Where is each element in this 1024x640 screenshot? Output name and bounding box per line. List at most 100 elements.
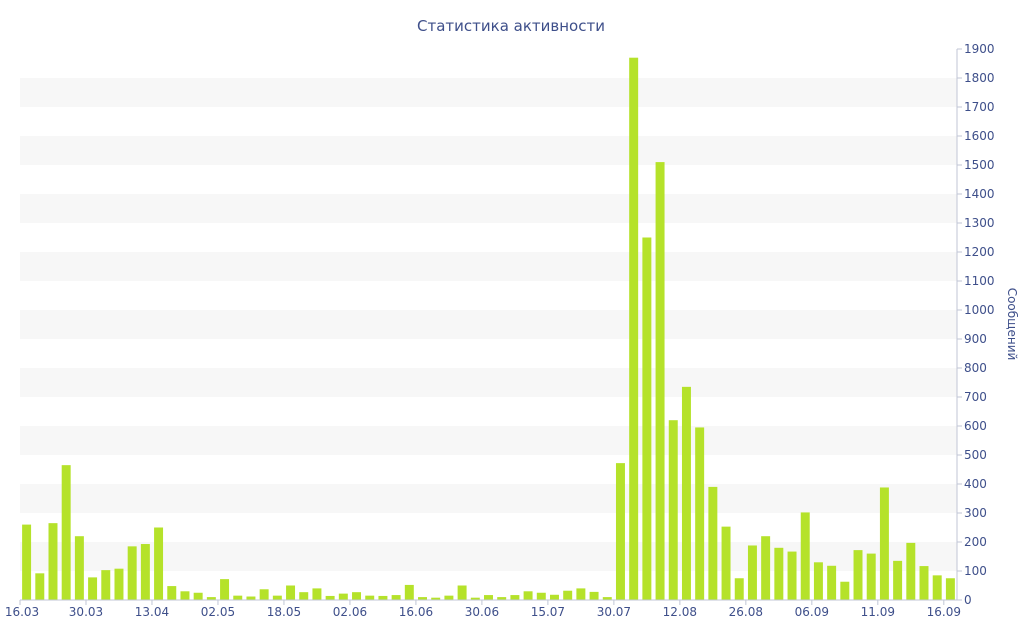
bar <box>48 523 58 600</box>
grid-band <box>20 426 957 455</box>
grid-band <box>20 252 957 281</box>
bar <box>893 560 903 600</box>
grid-band <box>20 368 957 397</box>
bar <box>945 578 955 600</box>
bar <box>444 595 454 600</box>
bar <box>312 588 322 600</box>
y-tick-label: 600 <box>964 419 987 433</box>
bar <box>457 585 467 600</box>
bar <box>681 386 691 600</box>
bar <box>484 595 493 600</box>
y-tick-label: 1000 <box>964 303 995 317</box>
y-tick-label: 800 <box>964 361 987 375</box>
bar <box>470 597 480 600</box>
bar <box>299 592 309 600</box>
bar <box>338 593 348 600</box>
bar <box>932 575 942 600</box>
y-tick-label: 300 <box>964 506 987 520</box>
bar <box>220 579 230 600</box>
bar <box>787 551 797 600</box>
bar <box>378 595 388 600</box>
bar <box>866 553 876 600</box>
bar <box>180 591 190 600</box>
x-tick-label: 11.09 <box>861 605 895 619</box>
y-tick-label: 1800 <box>964 71 995 85</box>
bar <box>127 546 137 600</box>
bar <box>418 597 427 600</box>
bar <box>246 596 256 600</box>
grid-band <box>20 194 957 223</box>
y-tick-label: 1300 <box>964 216 995 230</box>
bar <box>286 585 296 600</box>
bars <box>22 57 955 600</box>
x-tick-label: 06.09 <box>795 605 829 619</box>
grid-bands <box>20 78 957 571</box>
y-tick-label: 1500 <box>964 158 995 172</box>
bar <box>642 237 652 600</box>
bar <box>708 486 718 600</box>
bar <box>167 586 177 600</box>
bar <box>853 550 863 600</box>
bar <box>655 162 665 600</box>
y-tick-label: 400 <box>964 477 987 491</box>
bar <box>510 595 520 600</box>
bar <box>22 524 32 600</box>
x-tick-label: 16.09 <box>927 605 961 619</box>
bar <box>154 527 164 600</box>
bar <box>391 595 401 600</box>
y-tick-label: 1200 <box>964 245 995 259</box>
bar <box>431 597 441 600</box>
bar <box>721 526 731 600</box>
x-tick-label: 13.04 <box>135 605 169 619</box>
bar <box>589 591 599 600</box>
x-tick-label: 30.07 <box>597 605 631 619</box>
y-tick-label: 1900 <box>964 42 995 56</box>
bar <box>365 595 375 600</box>
bar <box>74 536 84 600</box>
bar <box>813 562 823 600</box>
bar <box>550 594 559 600</box>
y-tick-label: 1700 <box>964 100 995 114</box>
y-tick-label: 500 <box>964 448 987 462</box>
chart-title: Статистика активности <box>417 17 605 35</box>
x-tick-label: 15.07 <box>531 605 565 619</box>
y-tick-label: 900 <box>964 332 987 346</box>
bar <box>615 463 625 600</box>
y-tick-label: 200 <box>964 535 987 549</box>
bar <box>523 591 533 600</box>
x-tick-label: 30.03 <box>69 605 103 619</box>
bar <box>629 57 639 600</box>
bar <box>668 420 678 600</box>
bar <box>352 592 362 600</box>
x-tick-label: 30.06 <box>465 605 499 619</box>
x-tick-label: 02.05 <box>201 605 235 619</box>
x-tick-label: 02.06 <box>333 605 367 619</box>
bar <box>233 595 243 600</box>
x-tick-label: 16.03 <box>5 605 39 619</box>
bar <box>140 544 150 600</box>
bar <box>602 597 612 600</box>
y-tick-label: 0 <box>964 593 972 607</box>
bar <box>563 590 573 600</box>
bar <box>88 577 98 600</box>
bar <box>259 589 269 600</box>
x-tick-label: 12.08 <box>663 605 697 619</box>
bar <box>193 592 203 600</box>
grid-band <box>20 136 957 165</box>
y-tick-label: 700 <box>964 390 987 404</box>
y-tick-label: 1400 <box>964 187 995 201</box>
bar <box>35 573 45 600</box>
x-tick-label: 16.06 <box>399 605 433 619</box>
bar <box>734 578 744 600</box>
bar <box>536 592 546 600</box>
y-tick-label: 100 <box>964 564 987 578</box>
x-axis-ticks: 16.03 30.03 13.04 02.05 18.05 02.06 16.06 30.06… <box>5 600 961 619</box>
x-tick-label: 18.05 <box>267 605 301 619</box>
x-tick-label: 26.08 <box>729 605 763 619</box>
y-axis-ticks: 0 100 200 300 400 500 600 700 800 900 1000 1100 1200… <box>957 42 995 607</box>
bar <box>576 588 586 600</box>
bar <box>919 566 929 600</box>
bar <box>774 547 784 600</box>
bar <box>840 581 850 600</box>
bar <box>827 565 837 600</box>
